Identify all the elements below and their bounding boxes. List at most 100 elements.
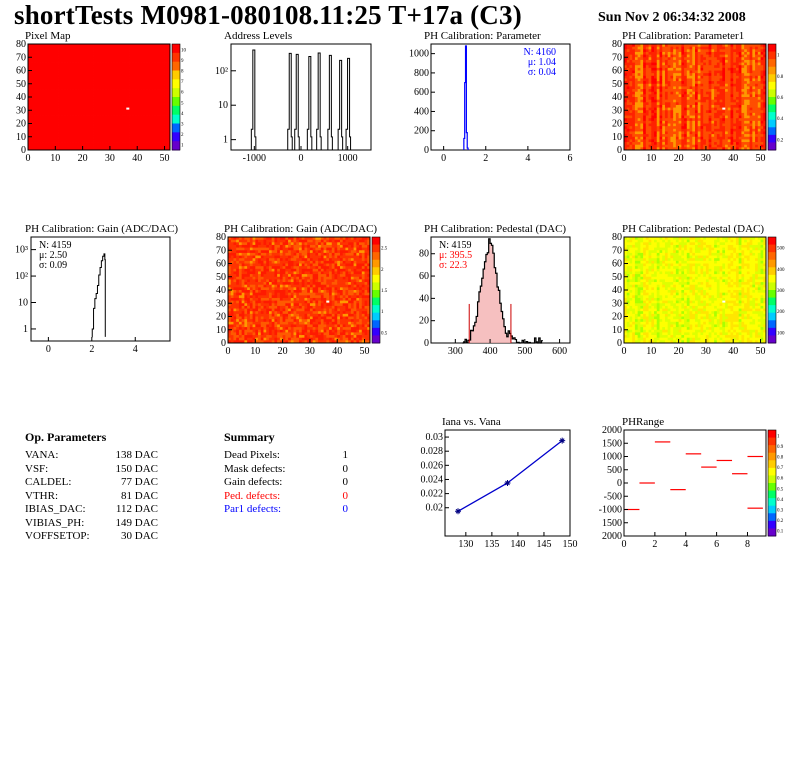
y-tick-label: 10 — [612, 325, 622, 336]
colorbar-label: 2 — [181, 133, 184, 138]
colorbar-cell — [768, 112, 776, 121]
x-tick-label: 140 — [510, 539, 525, 550]
colorbar-cell — [172, 44, 180, 54]
colorbar-label: 6 — [181, 91, 184, 96]
y-tick-label: 1000 — [602, 452, 622, 463]
gain-hist-title: PH Calibration: Gain (ADC/DAC) — [25, 223, 179, 235]
summary-row: Par1 defects: 0 — [224, 503, 348, 517]
colorbar-cell — [768, 312, 776, 321]
colorbar-frame — [767, 43, 777, 151]
address-peak — [327, 54, 333, 150]
stat-text: N: 4159 — [439, 240, 472, 251]
colorbar-label: 0.4 — [777, 117, 784, 122]
colorbar-label: 500 — [777, 247, 785, 252]
summary-row: Gain defects: 0 — [224, 476, 348, 490]
x-tick-label: 0 — [441, 153, 446, 164]
x-tick-label: 130 — [458, 539, 473, 550]
x-tick-label: 0 — [622, 539, 627, 550]
address-peak — [316, 52, 322, 150]
x-tick-label: 0 — [299, 153, 304, 164]
y-tick-label: 30 — [612, 105, 622, 116]
y-tick-label: 0 — [617, 145, 622, 156]
y-tick-label: 1000 — [409, 49, 429, 60]
colorbar-label: 1.5 — [381, 289, 388, 294]
y-tick-label: 40 — [216, 285, 226, 296]
colorbar-label: 0.4 — [777, 498, 784, 503]
phrange-title: PHRange — [622, 416, 665, 428]
y-tick-label: 40 — [16, 92, 26, 103]
op-params-table: Op. Parameters VANA: 138 DAC VSF: 150 DAC CA… — [25, 430, 158, 544]
y-tick-label: 80 — [216, 233, 226, 243]
page-date: Sun Nov 2 06:34:32 2008 — [598, 10, 746, 25]
x-tick-label: 10 — [50, 153, 60, 164]
x-tick-label: 50 — [360, 346, 370, 357]
stat-text: σ: 0.09 — [39, 260, 67, 271]
iana-point — [504, 480, 511, 486]
y-tick-label: 10 — [16, 132, 26, 143]
iana-line — [457, 440, 563, 512]
summary-value: 0 — [342, 489, 349, 502]
colorbar-cell — [768, 244, 776, 253]
x-tick-label: 150 — [563, 539, 578, 550]
y-tick-label: 40 — [419, 293, 429, 304]
param-histogram — [463, 45, 469, 150]
y-tick-label: 0.028 — [421, 446, 444, 457]
x-tick-label: 40 — [728, 153, 738, 164]
address-peak — [287, 52, 293, 150]
summary-row: Mask defects: 0 — [224, 463, 348, 477]
colorbar-cell — [768, 483, 776, 492]
colorbar-cell — [768, 467, 776, 476]
colorbar-label: 300 — [777, 289, 785, 294]
colorbar-cell — [768, 274, 776, 283]
colorbar-label: 0.6 — [777, 96, 784, 101]
x-tick-label: 0 — [622, 153, 627, 164]
iana-point — [455, 508, 462, 515]
y-tick-label: 20 — [612, 119, 622, 130]
colorbar-cell — [768, 142, 776, 151]
colorbar-cell — [768, 437, 776, 446]
colorbar-cell — [768, 66, 776, 75]
colorbar-cell — [768, 305, 776, 314]
colorbar-cell — [768, 460, 776, 469]
stat-text: σ: 0.04 — [528, 67, 556, 78]
colorbar-cell — [372, 327, 380, 336]
x-tick-label: 0 — [46, 344, 51, 355]
colorbar-cell — [768, 59, 776, 68]
colorbar-cell — [768, 282, 776, 291]
y-tick-label: 1 — [223, 135, 228, 146]
summary-name: Gain defects: — [224, 476, 283, 488]
gain-map-title: PH Calibration: Gain (ADC/DAC) — [224, 223, 378, 235]
colorbar-cell — [372, 320, 380, 329]
op-param-row: VIBIAS_PH: 149 DAC — [25, 517, 158, 531]
y-tick-label: -1000 — [599, 505, 622, 516]
colorbar-cell — [768, 490, 776, 499]
plot-frame — [430, 43, 571, 151]
op-param-row: CALDEL: 77 DAC — [25, 476, 158, 490]
colorbar-label: 4 — [181, 112, 184, 117]
pedestal-hist-title: PH Calibration: Pedestal (DAC) — [424, 223, 567, 235]
x-tick-label: 20 — [674, 346, 684, 357]
x-tick-label: 145 — [536, 539, 551, 550]
y-tick-label: 0.02 — [426, 503, 444, 514]
colorbar-cell — [768, 297, 776, 306]
x-tick-label: 0 — [622, 346, 627, 357]
colorbar-cell — [768, 44, 776, 53]
colorbar-cell — [768, 335, 776, 344]
x-tick-label: 300 — [448, 346, 463, 357]
x-tick-label: 40 — [132, 153, 142, 164]
colorbar-cell — [372, 274, 380, 283]
plot-frame — [444, 429, 571, 537]
y-tick-label: 80 — [419, 249, 429, 260]
op-param-name: VTHR: — [25, 489, 58, 502]
y-tick-label: 70 — [216, 245, 226, 256]
colorbar-frame — [171, 43, 181, 151]
address-peak — [337, 59, 344, 150]
iana-title: Iana vs. Vana — [442, 416, 501, 428]
colorbar-label: 0.8 — [777, 456, 784, 461]
y-tick-label: 50 — [216, 272, 226, 283]
summary-name: Dead Pixels: — [224, 449, 280, 461]
colorbar-cell — [768, 475, 776, 484]
